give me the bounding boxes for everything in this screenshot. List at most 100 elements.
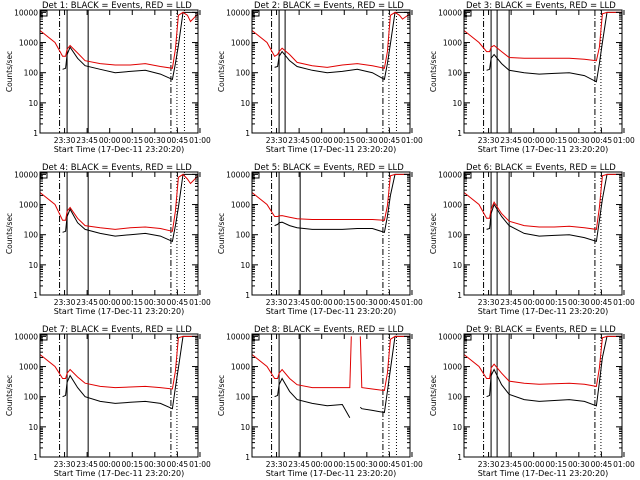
y-tick-label: 10: [28, 423, 38, 432]
y-tick-label: 1000: [19, 201, 38, 210]
detector-panel-2: Det 2: BLACK = Events, RED = LLD 1 10 100 10…: [217, 1, 423, 154]
series-line-lld: [464, 173, 622, 230]
x-tick-label: 00:00: [311, 136, 333, 145]
series-line-lld: [464, 11, 622, 62]
detector-panel-7: Det 7: BLACK = Events, RED = LLD 1 10 100 10…: [5, 325, 211, 478]
y-tick-label: 100: [24, 231, 39, 240]
x-tick-label: 00:15: [333, 460, 355, 469]
y-axis-label: Counts/sec: [429, 375, 438, 416]
detector-panel-6: Det 6: BLACK = Events, RED = LLD 1 10 100 10…: [429, 163, 635, 316]
marker-lines: [59, 10, 185, 133]
y-tick-label: 100: [236, 393, 251, 402]
marker-lines: [271, 172, 390, 295]
y-tick-label: 100: [24, 393, 39, 402]
y-tick-label: 1000: [443, 363, 462, 372]
series-line-lld: [252, 11, 410, 69]
x-tick-label: 23:30: [266, 136, 288, 145]
y-axis-label: Counts/sec: [217, 51, 226, 92]
axes-frame: [39, 171, 199, 296]
axes-frame: [251, 171, 411, 296]
series-group: [464, 11, 622, 83]
y-tick-label: 10: [240, 423, 250, 432]
panel-title: Det 9: BLACK = Events, RED = LLD: [466, 325, 616, 335]
y-axis-label: Counts/sec: [429, 213, 438, 254]
y-axis-label: Counts/sec: [429, 51, 438, 92]
y-tick-label: 1: [245, 453, 250, 462]
axes-frame: [251, 333, 411, 458]
x-axis-label: Start Time (17-Dec-11 23:20:20): [478, 145, 609, 154]
x-tick-label: 23:30: [54, 460, 76, 469]
y-tick-label: 10: [28, 99, 38, 108]
x-tick-label: 00:30: [144, 298, 166, 307]
legend-box: [464, 10, 472, 17]
axes-frame: [251, 9, 411, 134]
x-tick-label: 01:00: [401, 460, 423, 469]
y-axis-label: Counts/sec: [217, 375, 226, 416]
axes-frame: [463, 171, 623, 296]
detector-panel-3: Det 3: BLACK = Events, RED = LLD 1 10 100 10…: [429, 1, 635, 154]
y-tick-label: 10000: [226, 8, 250, 17]
legend-box: [464, 334, 472, 341]
panel-title: Det 7: BLACK = Events, RED = LLD: [42, 325, 192, 335]
x-tick-label: 00:15: [545, 460, 567, 469]
marker-lines: [483, 10, 602, 133]
marker-lines: [59, 172, 185, 295]
marker-lines: [59, 334, 178, 457]
y-tick-label: 1000: [443, 201, 462, 210]
series-line-lld: [40, 173, 198, 232]
y-tick-label: 1: [33, 291, 38, 300]
x-axis-label: Start Time (17-Dec-11 23:20:20): [266, 307, 397, 316]
x-tick-label: 23:45: [288, 460, 310, 469]
x-tick-label: 23:45: [76, 298, 98, 307]
x-tick-label: 23:30: [266, 298, 288, 307]
x-tick-label: 00:45: [379, 298, 401, 307]
x-tick-label: 23:45: [500, 298, 522, 307]
x-tick-label: 23:45: [288, 298, 310, 307]
y-tick-label: 100: [448, 69, 463, 78]
y-tick-label: 1000: [19, 39, 38, 48]
y-axis-label: Counts/sec: [217, 213, 226, 254]
axes-frame: [39, 9, 199, 134]
series-group: [252, 11, 410, 81]
x-tick-label: 00:30: [568, 460, 590, 469]
x-axis-label: Start Time (17-Dec-11 23:20:20): [266, 469, 397, 478]
x-tick-label: 00:15: [121, 136, 143, 145]
x-tick-label: 01:00: [613, 298, 635, 307]
series-group: [252, 335, 410, 419]
y-tick-label: 10: [28, 261, 38, 270]
series-group: [464, 173, 622, 243]
x-tick-label: 00:00: [99, 298, 121, 307]
series-line-lld: [40, 11, 198, 69]
panel-title: Det 1: BLACK = Events, RED = LLD: [42, 1, 192, 11]
y-tick-label: 10000: [438, 332, 462, 341]
detector-panel-5: Det 5: BLACK = Events, RED = LLD 1 10 100 10…: [217, 163, 423, 316]
axes-frame: [463, 333, 623, 458]
x-tick-label: 00:00: [311, 460, 333, 469]
y-tick-label: 10000: [14, 170, 38, 179]
x-axis-label: Start Time (17-Dec-11 23:20:20): [54, 469, 185, 478]
series-line-lld: [252, 173, 410, 221]
series-group: [40, 11, 198, 81]
legend-box: [40, 10, 48, 17]
y-axis-label: Counts/sec: [5, 213, 14, 254]
x-tick-label: 00:15: [545, 298, 567, 307]
y-tick-label: 10: [240, 99, 250, 108]
x-tick-label: 23:30: [266, 460, 288, 469]
x-tick-label: 23:45: [76, 136, 98, 145]
legend-box: [40, 334, 48, 341]
detector-panel-1: Det 1: BLACK = Events, RED = LLD 1 10 100 10…: [5, 1, 211, 154]
y-tick-label: 10: [452, 261, 462, 270]
y-tick-label: 1: [457, 129, 462, 138]
x-tick-label: 00:30: [356, 136, 378, 145]
x-tick-label: 00:45: [167, 460, 189, 469]
y-tick-label: 10: [452, 423, 462, 432]
y-axis-label: Counts/sec: [5, 51, 14, 92]
panel-title: Det 3: BLACK = Events, RED = LLD: [466, 1, 616, 11]
x-tick-label: 00:45: [379, 136, 401, 145]
panel-title: Det 8: BLACK = Events, RED = LLD: [254, 325, 404, 335]
x-tick-label: 23:45: [76, 460, 98, 469]
x-tick-label: 23:30: [478, 298, 500, 307]
detector-panel-9: Det 9: BLACK = Events, RED = LLD 1 10 100 10…: [429, 325, 635, 478]
y-tick-label: 1000: [19, 363, 38, 372]
